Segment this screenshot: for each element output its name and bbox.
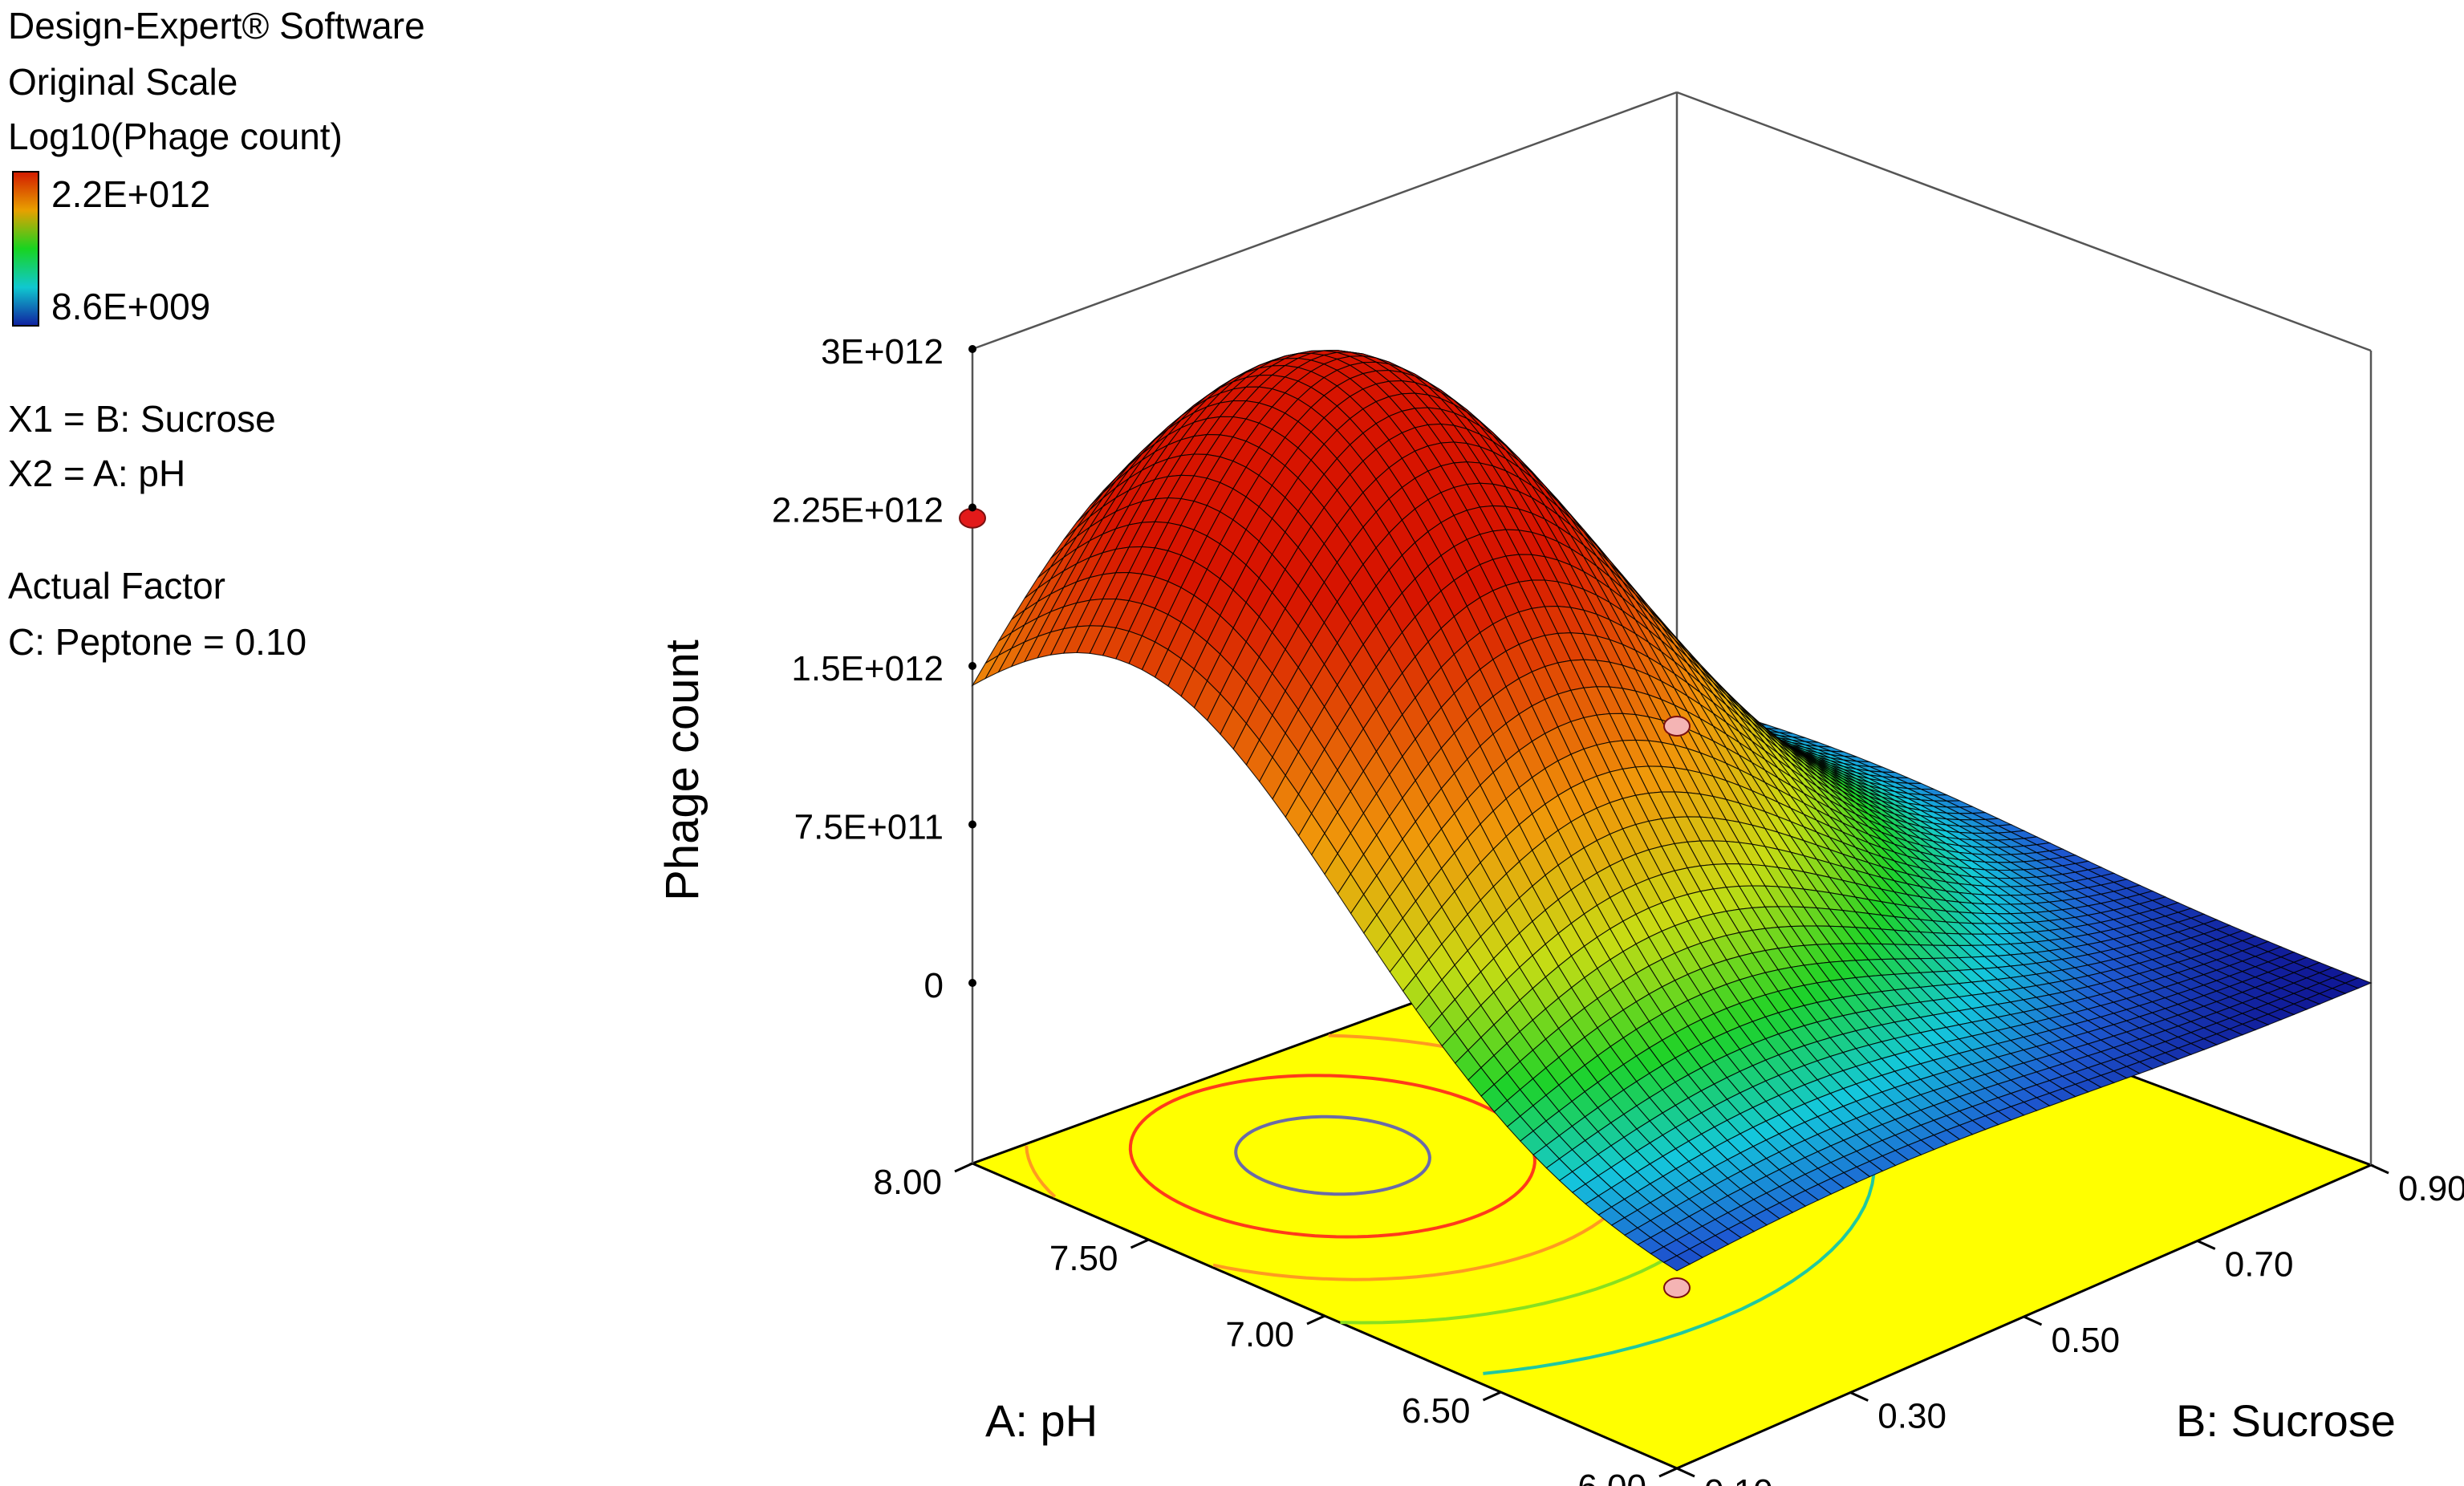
- floor-contour: [1025, 1145, 1057, 1198]
- sucrose-tick-mark: [2370, 1163, 2389, 1175]
- sucrose-tick-mark: [2197, 1240, 2216, 1250]
- ph-tick-label: 7.00: [1225, 1315, 1294, 1354]
- z-tick-label: 7.5E+011: [794, 808, 944, 847]
- actual-factor-value: C: Peptone = 0.10: [8, 621, 306, 663]
- ph-tick-label: 7.50: [1049, 1239, 1118, 1278]
- z-tick-mark: [968, 979, 976, 987]
- design-point: [1663, 716, 1691, 737]
- ph-tick-mark: [1658, 1467, 1678, 1478]
- design-point: [1663, 1277, 1691, 1298]
- design-points: [959, 507, 1691, 1298]
- z-tick-label: 3E+012: [821, 332, 944, 372]
- sucrose-tick-label: 0.50: [2052, 1321, 2121, 1360]
- ph-tick-label: 6.50: [1402, 1391, 1471, 1431]
- ph-tick-label: 8.00: [873, 1163, 942, 1202]
- x1-assignment-label: X1 = B: Sucrose: [8, 398, 276, 440]
- ph-tick-mark: [954, 1162, 973, 1173]
- ph-tick-mark: [1482, 1391, 1502, 1402]
- legend-colorbar: [12, 171, 39, 327]
- actual-factor-heading: Actual Factor: [8, 565, 225, 607]
- transform-label: Log10(Phage count): [8, 116, 343, 157]
- z-tick-label: 1.5E+012: [791, 649, 944, 688]
- ph-tick-label: 6.00: [1577, 1468, 1646, 1486]
- ph-axis-label: A: pH: [985, 1395, 1098, 1446]
- sucrose-tick-label: 0.30: [1877, 1397, 1946, 1436]
- ph-tick-mark: [1130, 1238, 1150, 1249]
- sucrose-tick-label: 0.10: [1704, 1472, 1773, 1486]
- box-edge: [972, 91, 1678, 351]
- sucrose-tick-mark: [2023, 1315, 2043, 1326]
- z-tick-label: 2.25E+012: [772, 491, 944, 530]
- ph-tick-mark: [1306, 1314, 1325, 1326]
- box-edge: [1676, 91, 2372, 352]
- sucrose-tick-mark: [1676, 1467, 1695, 1478]
- sucrose-axis-label: B: Sucrose: [2176, 1395, 2396, 1446]
- floor-contour: [1234, 1114, 1431, 1196]
- sucrose-tick-label: 0.70: [2225, 1245, 2294, 1285]
- z-axis-label: Phage count: [656, 639, 708, 901]
- axis-ticks: 0 7.5E+011 1.5E+012 2.25E+012 3E+012 6.00 6.50…: [772, 332, 2464, 1486]
- z-tick-mark: [968, 662, 976, 670]
- z-tick-mark: [968, 345, 976, 353]
- scale-label: Original Scale: [8, 61, 237, 103]
- floor-contour: [1128, 1074, 1536, 1239]
- z-tick-label: 0: [924, 966, 944, 1005]
- z-tick-mark: [968, 503, 976, 512]
- x2-assignment-label: X2 = A: pH: [8, 453, 185, 494]
- z-tick-mark: [968, 820, 976, 829]
- software-label: Design-Expert® Software: [8, 5, 425, 47]
- legend-low-label: 8.6E+009: [51, 286, 210, 327]
- surface-cell: [1662, 1255, 1691, 1272]
- sucrose-tick-mark: [1849, 1391, 1869, 1402]
- legend-high-label: 2.2E+012: [51, 173, 210, 215]
- info-panel: Design-Expert® Software Original Scale L…: [8, 5, 425, 663]
- sucrose-tick-label: 0.90: [2398, 1169, 2464, 1208]
- surface-mesh: [971, 349, 2373, 1272]
